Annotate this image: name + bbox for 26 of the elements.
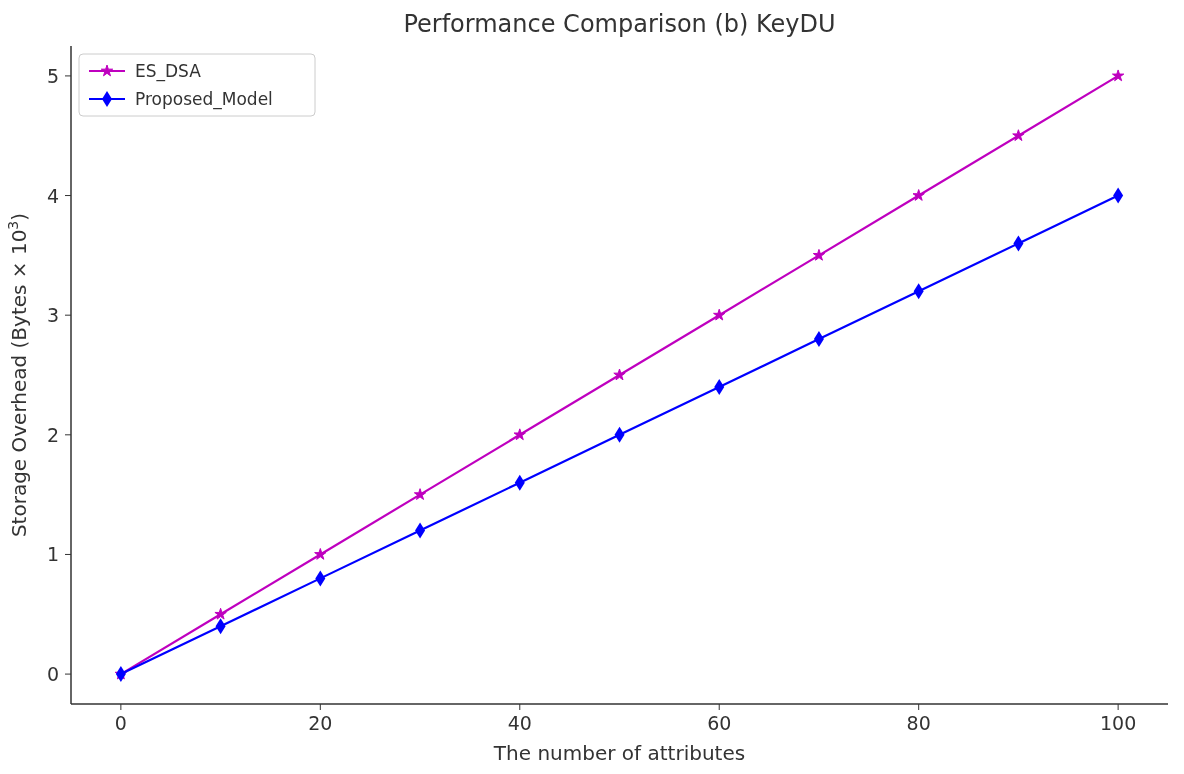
x-tick-label: 80 <box>906 712 931 734</box>
point <box>314 547 327 560</box>
point <box>214 607 227 620</box>
point <box>1111 69 1125 82</box>
point <box>413 488 427 500</box>
point <box>613 368 626 381</box>
x-tick-label: 40 <box>507 712 532 734</box>
x-tick-label: 100 <box>1100 712 1137 734</box>
point <box>713 308 726 321</box>
x-tick-label: 0 <box>114 712 127 734</box>
y-tick-label: 0 <box>46 663 59 686</box>
y-tick-label: 5 <box>46 64 59 87</box>
y-tick-label: 3 <box>46 304 59 327</box>
point <box>1012 129 1025 142</box>
y-tick-label: 2 <box>46 423 59 446</box>
legend-label: ES_DSA <box>135 61 202 82</box>
point <box>812 248 826 261</box>
x-tick-label: 60 <box>707 712 732 734</box>
point <box>912 189 925 201</box>
legend-label: Proposed_Model <box>135 89 273 110</box>
chart-title: Performance Comparison (b) KeyDU <box>403 10 836 38</box>
x-tick-label: 20 <box>308 712 333 734</box>
point <box>513 428 526 441</box>
y-tick-label: 4 <box>46 184 59 207</box>
x-axis-title: The number of attributes <box>492 741 746 765</box>
y-tick-label: 1 <box>46 543 59 566</box>
